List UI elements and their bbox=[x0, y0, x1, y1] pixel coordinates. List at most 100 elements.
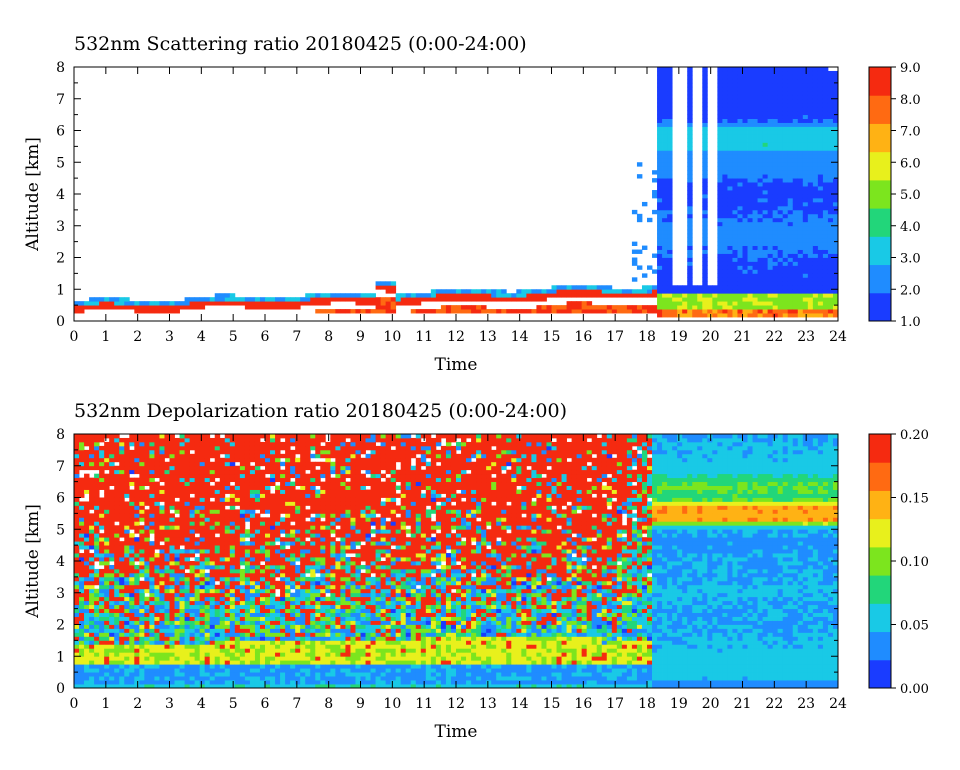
scattering-cell bbox=[330, 297, 336, 302]
depolarization-cell bbox=[164, 473, 170, 479]
scattering-cell bbox=[662, 217, 668, 223]
depolarization-cell bbox=[114, 533, 120, 538]
scattering-cell bbox=[380, 309, 387, 314]
scattering-cell bbox=[807, 170, 814, 175]
depolarization-cell bbox=[270, 445, 276, 451]
depolarization-cell bbox=[139, 505, 145, 510]
depolarization-cell bbox=[229, 465, 236, 471]
scattering-cell bbox=[772, 110, 779, 116]
depolarization-cell bbox=[149, 596, 155, 602]
scattering-cell bbox=[355, 309, 361, 314]
depolarization-cell bbox=[254, 592, 261, 598]
scattering-cell bbox=[822, 197, 829, 203]
depolarization-cell bbox=[74, 465, 80, 471]
scattering-cell bbox=[687, 201, 693, 207]
depolarization-cell bbox=[179, 612, 185, 617]
scattering-cell bbox=[787, 106, 794, 112]
depolarization-cell bbox=[194, 465, 201, 471]
scattering-cell bbox=[662, 197, 668, 203]
depolarization-cell bbox=[184, 616, 191, 621]
scattering-cell bbox=[807, 277, 814, 282]
scattering-cell bbox=[722, 102, 728, 108]
scattering-cell bbox=[827, 94, 834, 100]
scattering-cell bbox=[435, 293, 442, 298]
depolarization-cell bbox=[189, 561, 196, 566]
depolarization-cell bbox=[259, 576, 266, 582]
depolarization-cell bbox=[89, 628, 95, 633]
depolarization-cell bbox=[114, 529, 120, 534]
depolarization-cell bbox=[139, 477, 145, 483]
depolarization-cell bbox=[189, 660, 196, 665]
scattering-cell bbox=[827, 233, 834, 239]
depolarization-cell bbox=[234, 640, 241, 645]
scattering-cell bbox=[757, 194, 764, 199]
scattering-cell bbox=[722, 217, 728, 223]
depolarization-cell bbox=[154, 561, 160, 566]
scattering-cell bbox=[762, 106, 769, 112]
depolarization-cell bbox=[249, 545, 256, 550]
depolarization-cell bbox=[209, 664, 216, 669]
scattering-cell bbox=[822, 245, 829, 250]
scattering-cell bbox=[787, 166, 794, 171]
scattering-cell bbox=[662, 257, 668, 262]
depolarization-cell bbox=[199, 449, 206, 455]
depolarization-cell bbox=[89, 461, 95, 467]
depolarization-cell bbox=[219, 441, 226, 447]
depolarization-cell bbox=[249, 636, 256, 641]
scattering-cell bbox=[732, 257, 738, 262]
scattering-cell bbox=[375, 309, 382, 314]
depolarization-cell bbox=[209, 644, 216, 649]
scattering-cell bbox=[802, 178, 809, 183]
scattering-cell bbox=[667, 261, 673, 266]
depolarization-cell bbox=[104, 616, 110, 621]
colorbar-swatch bbox=[869, 236, 891, 266]
scattering-cell bbox=[752, 150, 758, 155]
scattering-cell bbox=[752, 253, 758, 258]
scattering-cell bbox=[702, 277, 708, 282]
depolarization-cell bbox=[94, 664, 100, 669]
depolarization-cell bbox=[79, 517, 85, 522]
depolarization-cell bbox=[134, 489, 140, 494]
scattering-cell bbox=[782, 166, 789, 171]
depolarization-cell bbox=[189, 445, 196, 451]
depolarization-cell bbox=[275, 557, 281, 562]
scattering-cell bbox=[456, 293, 462, 298]
depolarization-cell bbox=[184, 648, 191, 653]
scattering-cell bbox=[777, 269, 784, 274]
scattering-cell bbox=[687, 114, 693, 119]
depolarization-cell bbox=[79, 485, 85, 490]
depolarization-cell bbox=[124, 437, 130, 443]
depolarization-cell bbox=[199, 612, 206, 617]
depolarization-cell bbox=[144, 672, 150, 677]
scattering-cell bbox=[727, 209, 733, 215]
scattering-cell bbox=[702, 190, 708, 195]
scattering-cell bbox=[350, 293, 356, 298]
depolarization-cell bbox=[99, 580, 105, 586]
scattering-cell bbox=[712, 309, 718, 314]
scattering-cell bbox=[812, 82, 819, 88]
scattering-cell bbox=[762, 190, 769, 195]
scattering-cell bbox=[787, 122, 794, 127]
scattering-cell bbox=[777, 126, 784, 131]
depolarization-cell bbox=[149, 652, 155, 657]
depolarization-cell bbox=[124, 533, 130, 538]
depolarization-cell bbox=[79, 521, 85, 526]
depolarization-cell bbox=[129, 588, 135, 594]
scattering-cell bbox=[702, 122, 708, 127]
scattering-cell bbox=[717, 170, 723, 175]
depolarization-cell bbox=[184, 449, 191, 455]
scattering-cell bbox=[541, 309, 547, 314]
scattering-cell bbox=[812, 249, 819, 254]
scattering-cell bbox=[616, 305, 623, 310]
depolarization-cell bbox=[229, 434, 236, 439]
scattering-cell bbox=[832, 146, 839, 151]
scattering-cell bbox=[822, 94, 829, 100]
scattering-cell bbox=[742, 281, 748, 286]
depolarization-cell bbox=[219, 612, 226, 617]
depolarization-cell bbox=[244, 604, 251, 610]
depolarization-cell bbox=[129, 636, 135, 641]
scattering-cell bbox=[832, 186, 839, 191]
scattering-cell bbox=[727, 122, 733, 127]
depolarization-cell bbox=[209, 477, 216, 483]
scattering-cell bbox=[526, 297, 532, 302]
